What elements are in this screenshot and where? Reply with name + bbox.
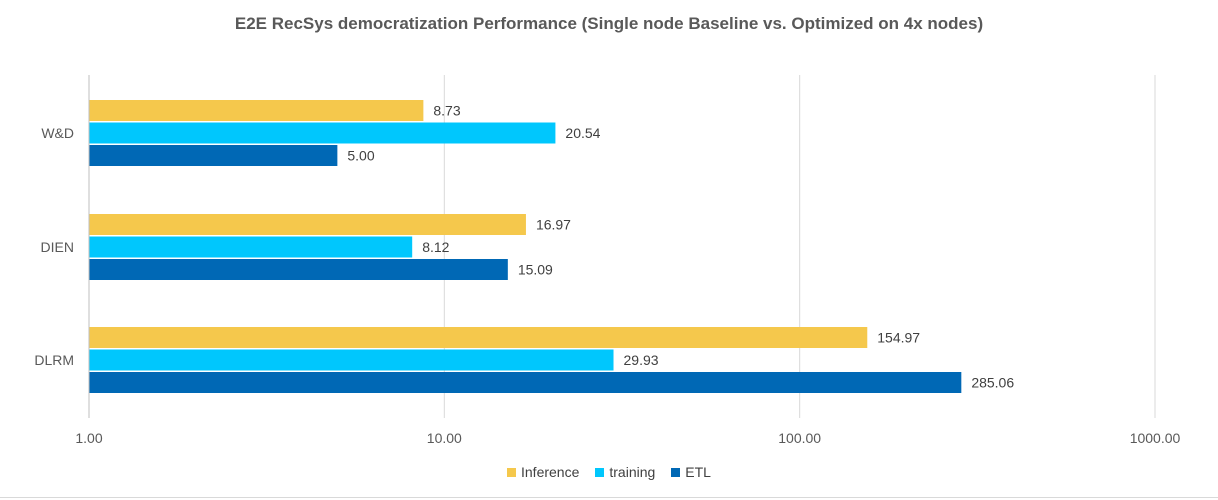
x-tick-label: 100.00 xyxy=(778,430,821,446)
data-label: 5.00 xyxy=(347,148,374,164)
legend-label-inference: Inference xyxy=(521,464,580,480)
legend-label-training: training xyxy=(609,464,656,480)
data-label: 15.09 xyxy=(518,262,553,278)
bar xyxy=(89,327,868,348)
legend-label-etl: ETL xyxy=(685,464,711,480)
bar xyxy=(89,236,413,258)
data-label: 285.06 xyxy=(971,375,1014,391)
x-tick-label: 10.00 xyxy=(427,430,462,446)
data-label: 8.73 xyxy=(433,103,460,119)
legend-item-etl: ETL xyxy=(671,464,711,480)
bar xyxy=(89,372,962,393)
legend-swatch-training xyxy=(595,467,605,477)
chart-title: E2E RecSys democratization Performance (… xyxy=(234,14,984,33)
data-label: 8.12 xyxy=(422,239,449,255)
data-label: 154.97 xyxy=(877,330,920,346)
bottom-divider xyxy=(0,497,1218,498)
legend-swatch-inference xyxy=(507,467,516,477)
category-label: W&D xyxy=(41,125,74,141)
bar xyxy=(89,214,526,235)
bar xyxy=(89,100,424,121)
legend: Inference training ETL xyxy=(0,464,1218,480)
data-label: 16.97 xyxy=(536,217,571,233)
bar xyxy=(89,259,508,280)
bar xyxy=(89,145,338,166)
bar xyxy=(89,122,556,144)
x-tick-label: 1.00 xyxy=(75,430,102,446)
legend-swatch-etl xyxy=(671,467,681,477)
legend-item-inference: Inference xyxy=(507,464,579,480)
category-label: DLRM xyxy=(34,352,74,368)
category-label: DIEN xyxy=(41,239,74,255)
data-label: 20.54 xyxy=(565,125,600,141)
bar xyxy=(89,349,614,371)
x-tick-label: 1000.00 xyxy=(1130,430,1181,446)
legend-item-training: training xyxy=(595,464,655,480)
data-label: 29.93 xyxy=(624,352,659,368)
